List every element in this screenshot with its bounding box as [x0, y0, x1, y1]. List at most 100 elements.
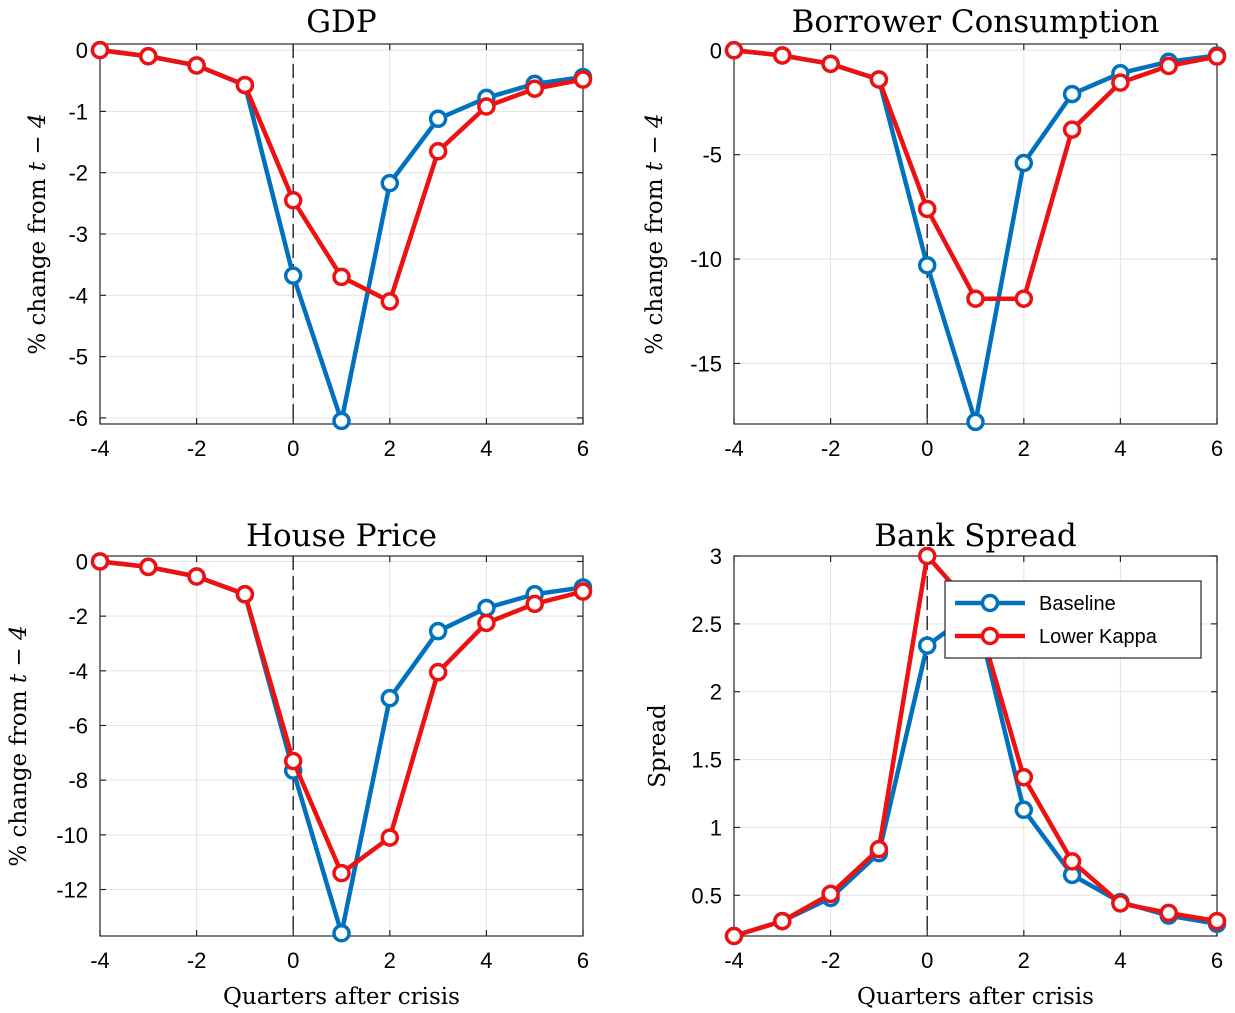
- data-point: [1014, 153, 1034, 173]
- data-point: [869, 70, 889, 89]
- y-axis-label: Spread: [645, 704, 671, 788]
- x-tick-label: -4: [90, 948, 110, 973]
- x-tick-label: 6: [1211, 948, 1223, 973]
- series-baseline: [90, 40, 593, 431]
- y-tick-label: -2: [68, 161, 88, 186]
- data-point: [1207, 47, 1227, 66]
- series-lower-kappa: [90, 552, 593, 883]
- legend-marker: [980, 626, 1000, 646]
- y-tick-label: 0: [710, 38, 722, 63]
- y-tick-label: -5: [68, 345, 88, 370]
- x-tick-label: -4: [90, 436, 110, 461]
- legend: Baseline Lower Kappa: [944, 580, 1202, 659]
- x-tick-label: -2: [187, 436, 207, 461]
- axes-frame: [733, 555, 1218, 937]
- y-tick-label: -3: [68, 222, 88, 247]
- x-axis-label: Quarters after crisis: [857, 984, 1094, 1010]
- data-point: [139, 47, 158, 66]
- data-point: [283, 266, 303, 285]
- data-point: [90, 40, 110, 60]
- panel-2: -4 -2 0 2 4 6 0 -2 -4 -6 -8 -10 -12 House Price % chan…: [6, 518, 593, 1010]
- y-tick-label: -10: [690, 247, 722, 272]
- x-tick-label: 2: [1018, 948, 1030, 973]
- data-point: [724, 926, 744, 946]
- data-point: [332, 267, 351, 287]
- series-line: [99, 47, 584, 424]
- data-point: [477, 97, 496, 116]
- y-tick-label: -6: [68, 406, 88, 431]
- y-tick-label: -15: [690, 351, 722, 376]
- data-point: [90, 552, 110, 571]
- data-point: [1207, 911, 1227, 931]
- x-tick-label: 4: [1114, 948, 1126, 973]
- y-axis-label: % change from t − 4: [642, 113, 668, 354]
- data-point: [917, 546, 937, 566]
- x-tick-label: -2: [187, 948, 207, 973]
- axes-frame: [733, 43, 1218, 425]
- x-tick-label: -2: [821, 436, 841, 461]
- data-point: [332, 411, 351, 431]
- data-point: [380, 173, 400, 193]
- y-tick-label: 3: [710, 544, 722, 569]
- y-tick-label: -2: [68, 604, 88, 629]
- data-point: [187, 567, 206, 586]
- y-tick-label: 0: [76, 549, 88, 574]
- data-point: [573, 70, 593, 89]
- x-tick-label: 2: [1018, 436, 1030, 461]
- panel-0: -4 -2 0 2 4 6 0 -1 -2 -3 -4 -5 -6 GDP % change from t …: [25, 4, 593, 461]
- data-point: [380, 828, 400, 847]
- data-point: [332, 924, 351, 943]
- data-point: [187, 56, 206, 75]
- series-line: [733, 608, 1218, 939]
- y-tick-label: -4: [68, 659, 88, 684]
- y-axis-label-text: % change from: [25, 171, 51, 355]
- y-tick-label: -5: [702, 143, 722, 168]
- series-line: [99, 559, 584, 876]
- legend-marker: [980, 593, 1000, 613]
- x-axis-label: Quarters after crisis: [223, 984, 460, 1010]
- y-tick-label: -1: [68, 99, 88, 124]
- data-point: [525, 79, 544, 98]
- legend-label: Lower Kappa: [1039, 626, 1158, 648]
- data-point: [1111, 894, 1130, 913]
- data-point: [917, 256, 937, 275]
- y-tick-label: 1: [710, 815, 722, 840]
- chart-title: Bank Spread: [874, 518, 1076, 554]
- y-tick-label: 1.5: [691, 748, 722, 773]
- data-point: [1014, 800, 1034, 820]
- data-point: [821, 54, 840, 74]
- data-point: [869, 839, 889, 859]
- chart-title: Borrower Consumption: [792, 4, 1160, 40]
- data-point: [1014, 767, 1034, 787]
- data-point: [235, 585, 255, 604]
- gridlines: [733, 44, 1218, 424]
- x-tick-label: -4: [724, 436, 744, 461]
- y-axis-label-text: % change from: [6, 683, 32, 867]
- series-lower-kappa: [90, 40, 593, 311]
- y-tick-label: -6: [68, 713, 88, 738]
- data-point: [1014, 289, 1034, 308]
- x-tick-label: -2: [821, 948, 841, 973]
- data-point: [428, 621, 448, 641]
- data-point: [283, 751, 303, 771]
- data-point: [525, 594, 544, 614]
- data-point: [1062, 84, 1082, 104]
- x-tick-label: 2: [384, 436, 396, 461]
- data-point: [1111, 73, 1130, 92]
- series-line: [733, 48, 1218, 425]
- data-point: [821, 884, 840, 904]
- data-point: [773, 46, 792, 65]
- y-tick-label: -12: [56, 878, 88, 903]
- data-point: [917, 199, 937, 219]
- data-point: [139, 557, 158, 577]
- data-point: [917, 636, 937, 655]
- y-axis-label-var: t − 4: [6, 625, 32, 683]
- data-point: [380, 292, 400, 311]
- data-point: [724, 41, 744, 60]
- data-point: [428, 662, 448, 682]
- x-tick-label: 0: [287, 948, 299, 973]
- series-line: [733, 48, 1218, 301]
- chart-title: GDP: [306, 4, 376, 40]
- x-tick-label: 4: [480, 436, 492, 461]
